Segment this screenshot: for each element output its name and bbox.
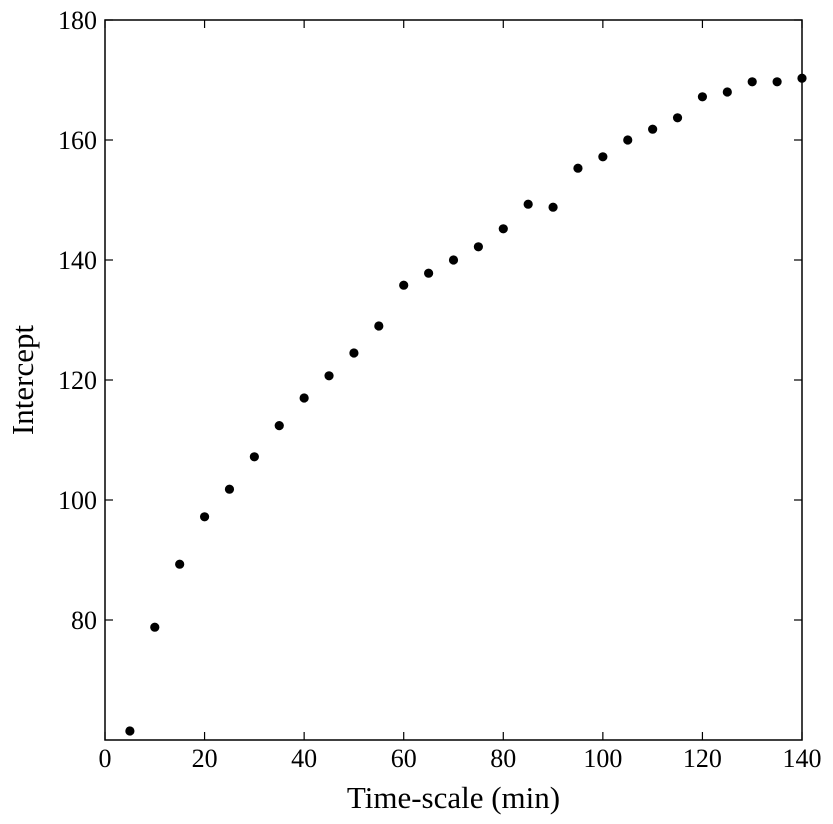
data-point: [199, 512, 210, 522]
data-point: [399, 280, 409, 290]
y-tick-label: 120: [58, 366, 97, 395]
y-tick-label: 100: [58, 486, 97, 515]
x-tick-label: 100: [583, 744, 622, 773]
data-point: [349, 348, 359, 358]
axis-ticks: [104, 19, 803, 740]
data-point: [697, 92, 708, 102]
data-point: [498, 224, 508, 234]
plot-frame: [104, 19, 803, 741]
data-point: [249, 452, 259, 462]
y-tick-label: 160: [58, 126, 97, 155]
y-axis-label: Intercept: [5, 325, 40, 436]
y-tick-labels: 80 100 120 140 160 180: [58, 6, 97, 635]
data-point: [224, 484, 235, 494]
data-point: [473, 242, 483, 252]
x-tick-label: 140: [783, 744, 822, 773]
data-point: [623, 135, 633, 145]
data-points: [125, 73, 807, 736]
x-tick-label: 20: [192, 744, 218, 773]
data-point: [548, 202, 558, 212]
y-tick-label: 80: [71, 606, 97, 635]
x-axis-label: Time-scale (min): [347, 780, 560, 815]
data-point: [125, 726, 135, 736]
x-tick-label: 0: [99, 744, 112, 773]
data-point: [672, 113, 683, 123]
x-tick-labels: 0 20 40 60 80 100 120 140: [99, 744, 822, 773]
data-point: [448, 255, 459, 265]
x-tick-label: 60: [391, 744, 417, 773]
data-point: [747, 77, 757, 87]
data-point: [299, 393, 309, 403]
data-point: [374, 321, 384, 331]
data-point: [648, 124, 658, 134]
data-point: [324, 371, 334, 381]
y-tick-label: 140: [58, 246, 97, 275]
data-point: [523, 199, 533, 209]
data-point: [175, 559, 185, 569]
data-point: [573, 163, 583, 173]
x-tick-label: 120: [683, 744, 722, 773]
y-tick-label: 180: [58, 6, 97, 35]
data-point: [424, 268, 434, 278]
x-tick-label: 40: [291, 744, 317, 773]
data-point: [772, 77, 782, 87]
x-tick-label: 80: [490, 744, 516, 773]
data-point: [150, 622, 160, 632]
data-point: [274, 421, 284, 431]
data-point: [598, 152, 608, 162]
data-point: [722, 87, 732, 97]
